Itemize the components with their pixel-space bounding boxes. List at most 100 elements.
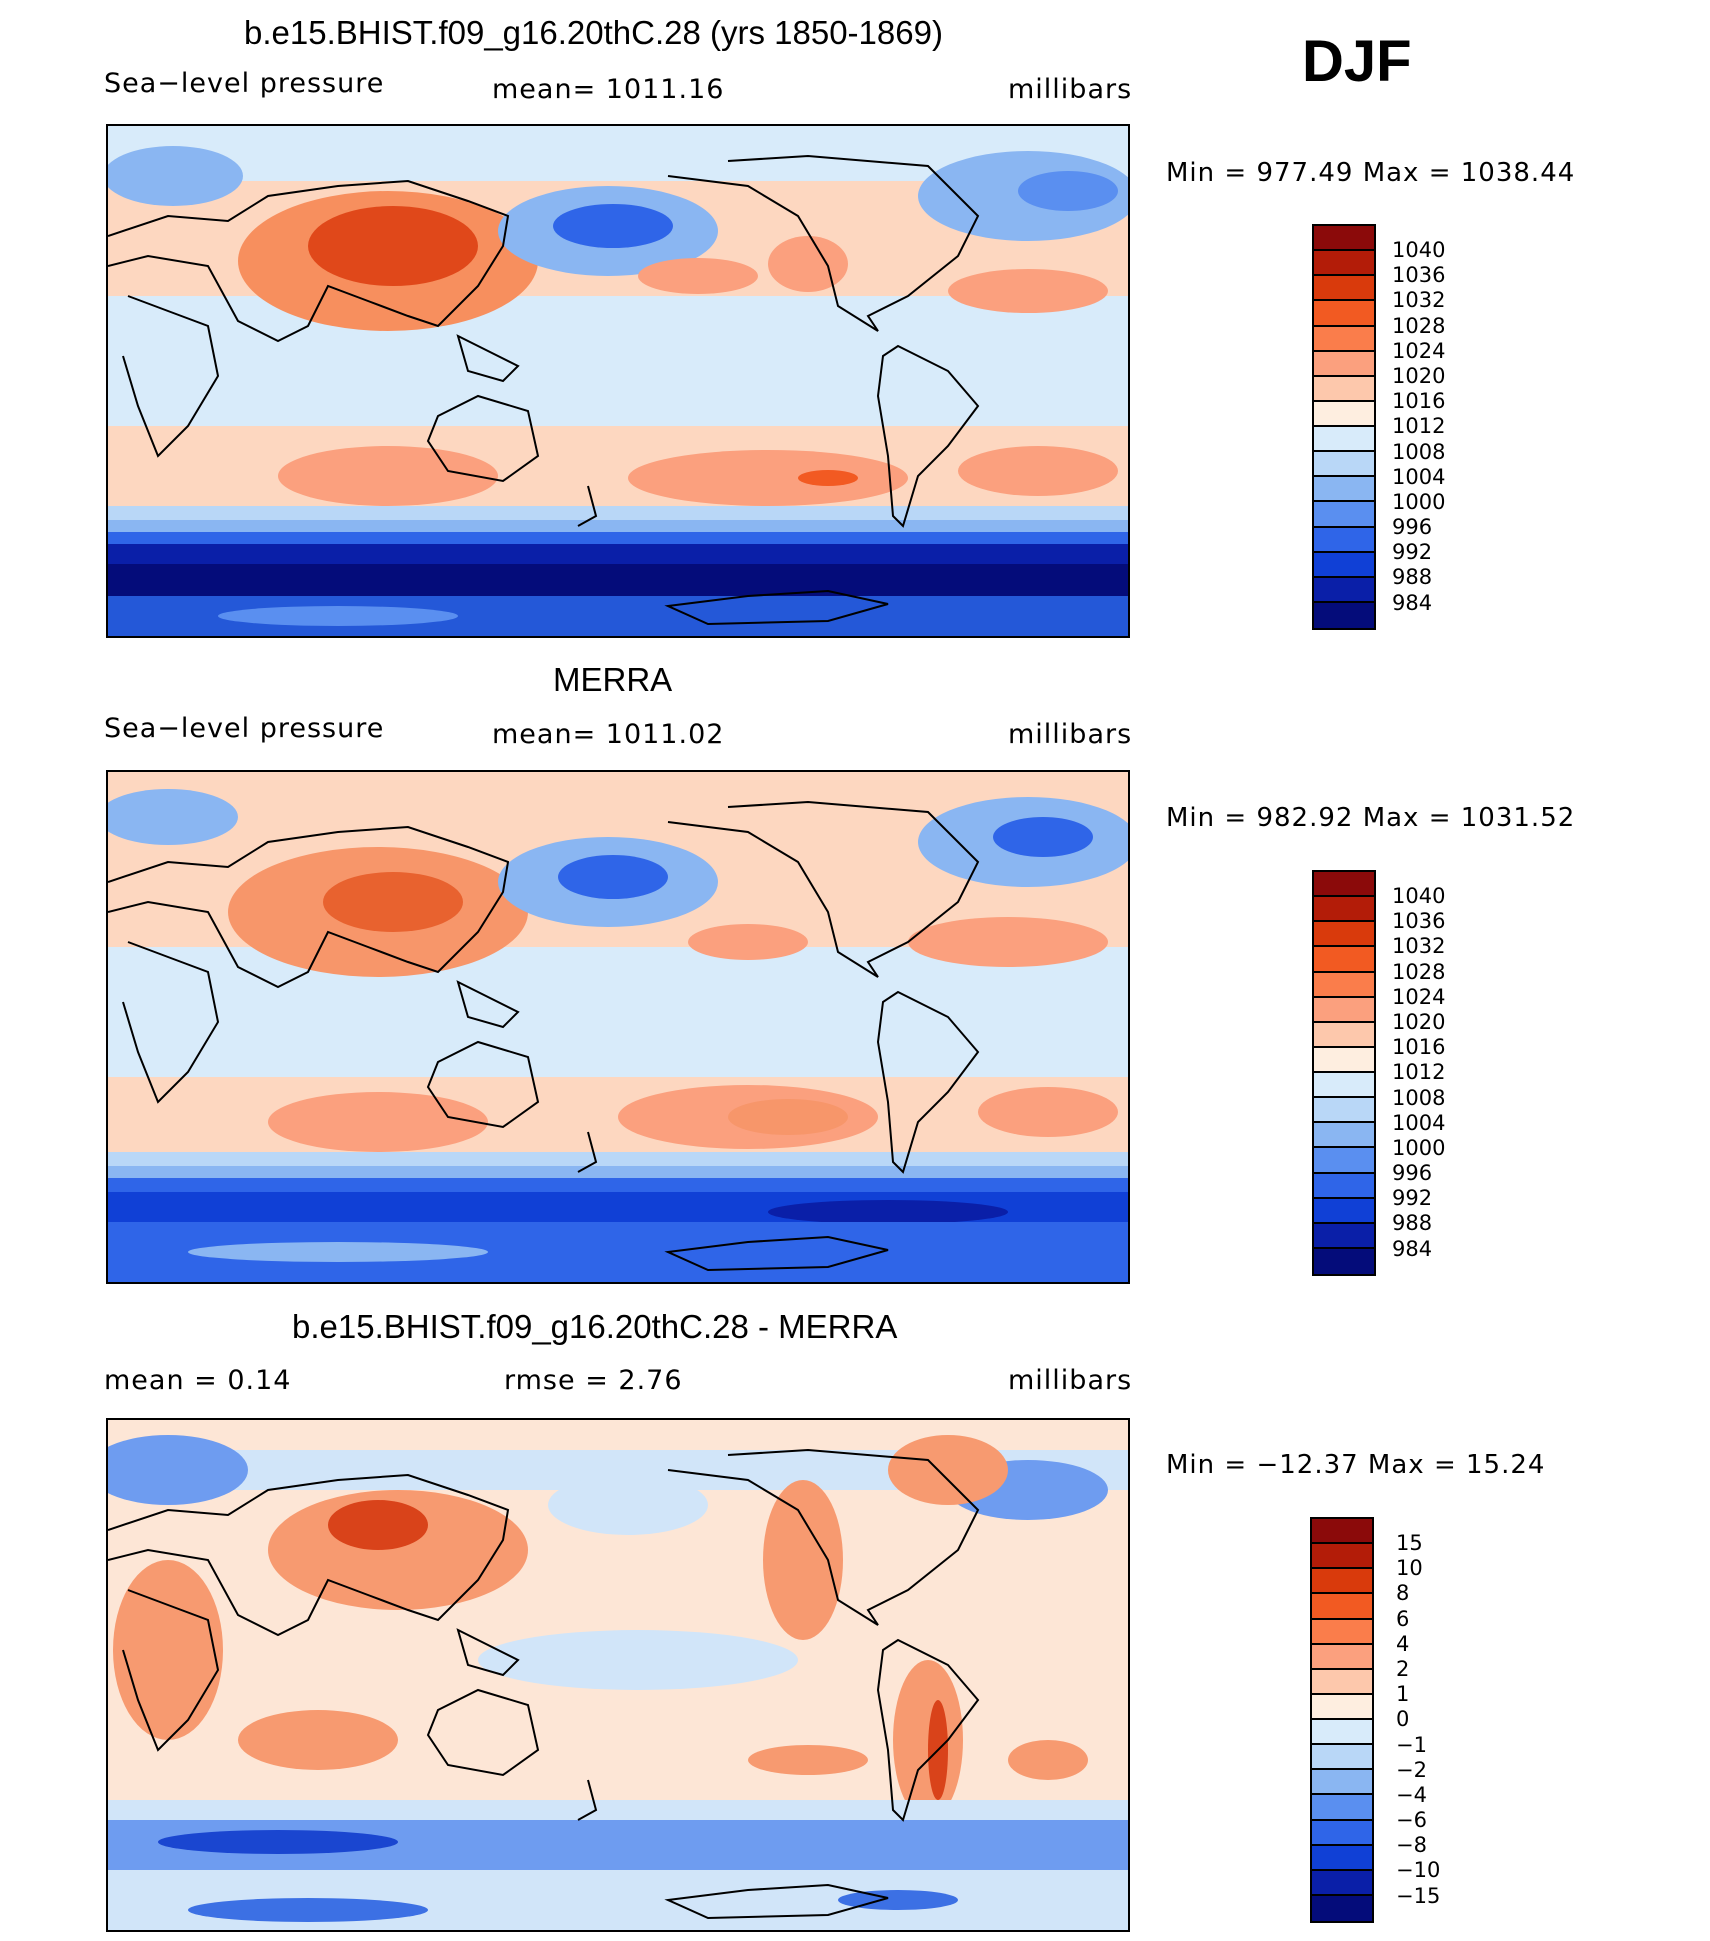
colorbar-cell [1314,997,1374,1023]
colorbar-label: 1036 [1392,909,1446,934]
colorbar-cell [1314,427,1374,453]
colorbar-cell [1312,1895,1372,1921]
colorbar-label: 15 [1396,1531,1423,1555]
colorbar-cell [1312,1795,1372,1821]
south-atlantic-high [958,446,1118,496]
panel-2-map [106,770,1130,1284]
colorbar-label: 1024 [1392,984,1446,1009]
colorbar-cell [1314,226,1374,252]
colorbar-label: 0 [1396,1707,1410,1732]
colorbar-cell [1312,1569,1372,1595]
colorbar-label: 1 [1396,1682,1410,1707]
colorbar-cell [1312,1669,1372,1695]
panel-2-mean: mean= 1011.02 [492,719,725,750]
colorbar-label: 2 [1396,1656,1410,1681]
colorbar-cell [1314,1047,1374,1073]
colorbar-cell [1312,1870,1372,1896]
colorbar-label: −4 [1396,1782,1427,1807]
colorbar-cell [1314,251,1374,277]
na-high [768,236,848,292]
colorbar-cell [1314,326,1374,352]
panel-1-colorbar [1312,224,1376,630]
colorbar-label: 1012 [1392,1060,1446,1085]
rockies-warm [763,1480,843,1640]
colorbar-cell [1314,1098,1374,1124]
pacific-high [638,258,758,294]
colorbar-cell [1314,301,1374,327]
southern-band-5 [108,564,1128,596]
siberian-high-core [308,206,478,286]
colorbar-cell [1314,897,1374,923]
panel-2-contour-plot [108,772,1128,1282]
coastlines [108,800,980,1272]
arctic-low-west [108,789,238,845]
panel-1-variable: Sea−level pressure [104,68,385,99]
southern-band-3 [108,532,1128,544]
panel-2-title: MERRA [553,661,673,698]
colorbar-label: 1032 [1392,934,1446,959]
season-label: DJF [1302,29,1412,94]
south-atlantic-warm [1008,1740,1088,1780]
south-pacific-high-core [728,1099,848,1135]
panel-3-colorbar-labels: 15 10 8 6 4 2 1 0 −1 −2 −4 −6 −8 −10 −15 [1396,1531,1440,1909]
panel-3-title: b.e15.BHIST.f09_g16.20thC.28 - MERRA [292,1308,898,1345]
colorbar-cell [1312,1745,1372,1771]
southern-band-2 [108,1166,1128,1178]
southern-low-core [768,1200,1008,1224]
colorbar-label: 984 [1392,590,1433,615]
colorbar-label: 1028 [1392,959,1446,984]
colorbar-cell [1314,947,1374,973]
colorbar-cell [1312,1594,1372,1620]
colorbar-cell [1314,1148,1374,1174]
colorbar-cell [1312,1644,1372,1670]
indian-ocean-high [268,1092,488,1152]
panel-3-map [106,1418,1130,1932]
colorbar-label: 1012 [1392,414,1446,439]
colorbar-label: 1008 [1392,439,1446,464]
tropical-low-band [108,947,1128,1077]
icelandic-low-core [993,817,1093,857]
colorbar-cell [1314,502,1374,528]
colorbar-label: 988 [1392,1211,1433,1236]
colorbar-label: 992 [1392,540,1433,565]
azores-high [908,917,1108,967]
tibet-warm-core [328,1500,428,1550]
panel-2-variable: Sea−level pressure [104,713,385,744]
colorbar-label: 1016 [1392,1035,1446,1060]
arctic-cool-west [108,1435,248,1505]
colorbar-label: 1000 [1392,1135,1446,1160]
south-pacific-warm [748,1745,868,1775]
tropical-cool [478,1630,798,1690]
panel-1-colorbar-labels: 1040 1036 1032 1028 1024 1020 1016 1012 1008 1004… [1392,238,1445,616]
south-atlantic-high [978,1087,1118,1137]
panel-1-mean: mean= 1011.16 [492,74,725,105]
aleutian-low-core [553,204,673,248]
panel-2-minmax: Min = 982.92 Max = 1031.52 [1166,803,1576,833]
indian-ocean-high [278,446,498,506]
southern-band-1 [108,1800,1128,1820]
colorbar-label: 1032 [1392,288,1446,313]
colorbar-cell [1314,527,1374,553]
panel-3-contour-plot [108,1420,1128,1930]
africa-warm [113,1560,223,1740]
antarctic-cool [188,1898,428,1922]
panel-3-colorbar [1310,1517,1374,1923]
colorbar-label: 1004 [1392,464,1446,489]
colorbar-label: 1016 [1392,389,1446,414]
panel-2-units: millibars [1008,719,1133,750]
colorbar-label: 1036 [1392,263,1446,288]
azores-high [948,269,1108,313]
panel-3-minmax: Min = −12.37 Max = 15.24 [1166,1450,1546,1480]
colorbar-cell [1314,477,1374,503]
colorbar-cell [1314,1123,1374,1149]
panel-2-colorbar-labels: 1040 1036 1032 1028 1024 1020 1016 1012 1008 1004… [1392,884,1445,1262]
panel-1-units: millibars [1008,74,1133,105]
colorbar-cell [1314,552,1374,578]
colorbar-label: 1000 [1392,489,1446,514]
colorbar-cell [1314,1198,1374,1224]
colorbar-label: 996 [1392,1161,1433,1186]
andes-warm [893,1660,963,1820]
panel-1-map [106,124,1130,638]
pacific-high [688,924,808,960]
north-pacific-cool [548,1475,708,1535]
